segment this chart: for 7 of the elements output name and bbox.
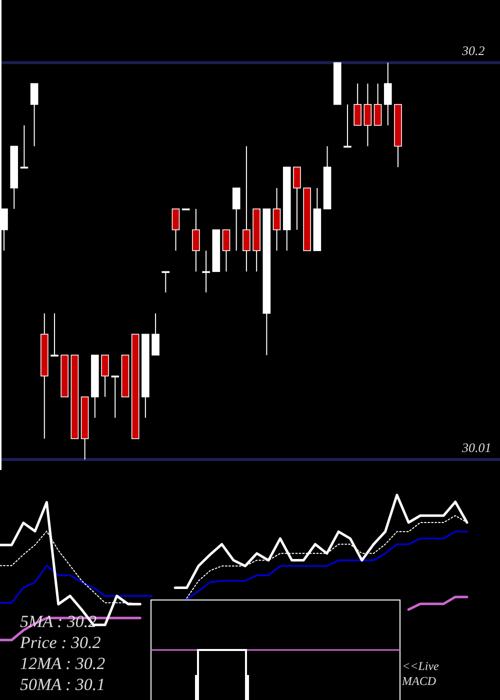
y-tick-label: 30.2 (461, 42, 486, 58)
annotation: Price : 30.2 (19, 633, 102, 652)
text: <<Live (402, 659, 440, 673)
text: 12MA : 30.2 (20, 654, 106, 673)
text: 50MA : 30.1 (20, 675, 106, 694)
text: MACD (401, 674, 436, 688)
y-tick-label: 30.01 (461, 440, 492, 455)
